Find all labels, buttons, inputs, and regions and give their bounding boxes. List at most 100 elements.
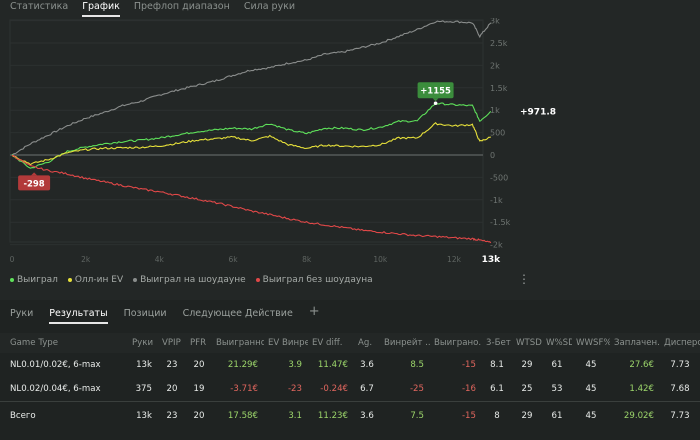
column-header[interactable]: EV Винре...	[264, 333, 308, 353]
column-header[interactable]: Заплачен...	[610, 333, 660, 353]
table-cell: 45	[585, 383, 597, 394]
winnings-chart: 3k 2.5k 2k 1.5k 1k 500 0 -500 -1k -1.5k -2k 0 2k 4k 6k…	[9, 18, 556, 265]
table-cell: 1.42€	[629, 383, 654, 394]
legend-won[interactable]: Выиграл	[10, 275, 58, 285]
series-line-0	[11, 20, 492, 156]
table-cell: 23	[166, 360, 178, 370]
table-cell: NL0.02/0.04€, 6-max	[10, 383, 101, 394]
tab-results[interactable]: Результаты	[49, 308, 108, 324]
series-line-3	[11, 155, 492, 244]
max-label-pointer	[432, 98, 439, 102]
table-cell: 13k	[128, 400, 158, 431]
table-cell: 23	[158, 400, 186, 431]
table-cell: 29	[512, 400, 542, 431]
tab-hands[interactable]: Руки	[10, 308, 34, 319]
table-cell: 11.23€	[308, 400, 354, 431]
y-tick-label: 0	[490, 151, 495, 160]
y-tick-label: 1.5k	[490, 84, 508, 93]
tab-hand-strength[interactable]: Сила руки	[243, 1, 296, 12]
total-row[interactable]: Всего 13k 23 20 17.58€ 3.1 11.23€ 3.6 7.5 -15 8 29 6…	[0, 400, 700, 431]
column-header[interactable]: WTSD	[512, 333, 542, 353]
y-tick-label: -1.5k	[490, 218, 511, 227]
table-cell: 20	[166, 383, 178, 394]
legend-dot-icon	[10, 277, 14, 282]
series-line-1	[11, 102, 492, 169]
table-cell: -15	[430, 400, 482, 431]
legend-showdown[interactable]: Выиграл на шоудауне	[133, 275, 246, 285]
max-label: +1155	[420, 86, 451, 96]
column-header[interactable]: Ag.	[354, 333, 380, 353]
table-cell: -25	[409, 383, 424, 394]
more-options-icon[interactable]: ⋮	[518, 272, 530, 286]
table-cell: 7.5	[380, 400, 430, 431]
y-tick-label: 500	[490, 129, 505, 138]
x-tick-label: 10k	[373, 255, 388, 264]
column-header[interactable]: PFR	[186, 333, 212, 353]
x-tick-label: 8k	[302, 255, 312, 264]
legend-dot-icon	[67, 277, 72, 282]
table-cell: 29	[521, 360, 533, 370]
column-header[interactable]: Выигранно	[212, 333, 264, 353]
x-tick-label: 0	[10, 255, 15, 264]
y-tick-label: -2k	[490, 241, 503, 250]
tab-positions[interactable]: Позиции	[123, 308, 167, 319]
top-tabs: Статистика График Префлоп диапазон Сила …	[10, 0, 295, 20]
table-cell: -15	[461, 360, 476, 370]
table-cell: 17.58€	[212, 400, 264, 431]
max-label-box	[417, 82, 454, 99]
table-cell: 45	[585, 360, 597, 370]
table-cell: 7.68	[670, 383, 690, 394]
legend-label: Выиграл	[17, 275, 58, 285]
legend-label: Олл-ин EV	[74, 275, 124, 285]
y-tick-label: 3k	[490, 18, 500, 26]
column-header[interactable]: Выиграно...	[430, 333, 482, 353]
y-tick-label: 2k	[490, 61, 500, 70]
table-cell: 11.47€	[317, 360, 348, 370]
column-header[interactable]: EV diff.	[308, 333, 354, 353]
column-header[interactable]: WWSF%	[572, 333, 610, 353]
y-tick-label: -1k	[490, 196, 503, 205]
table-cell: 61	[542, 400, 572, 431]
add-tab-icon[interactable]: +	[308, 304, 320, 319]
tab-next-action[interactable]: Следующее Действие	[182, 308, 293, 319]
tab-graph[interactable]: График	[82, 0, 120, 17]
table-cell: 3.1	[264, 400, 308, 431]
x-tick-label: 2k	[81, 255, 91, 264]
legend-non-showdown[interactable]: Выиграл без шоудауна	[255, 275, 373, 285]
column-header[interactable]: Дисперси...	[660, 333, 700, 353]
table-cell: 8	[482, 400, 512, 431]
table-cell: 19	[193, 383, 205, 394]
column-header[interactable]: VPIP	[158, 333, 186, 353]
table-cell: 20	[193, 360, 205, 370]
table-cell: 8.5	[410, 360, 424, 370]
tab-preflop-range[interactable]: Префлоп диапазон	[133, 1, 230, 12]
table-row[interactable]: NL0.02/0.04€, 6-max 375 20 19 -3.71€ -23 -0.24…	[0, 377, 700, 401]
table-cell: 20	[186, 400, 212, 431]
x-last-label: 13k	[482, 255, 502, 265]
table-cell: 8.1	[490, 360, 504, 370]
column-header[interactable]: Винрейт ...	[380, 333, 430, 353]
table-cell: 61	[551, 360, 563, 370]
tab-statistics[interactable]: Статистика	[10, 1, 69, 12]
table-cell: 375	[135, 383, 152, 394]
min-label: -298	[23, 179, 44, 189]
table-cell: 3.6	[360, 360, 374, 370]
min-label-box	[18, 175, 51, 191]
x-tick-label: 12k	[447, 255, 462, 264]
table-row[interactable]: NL0.01/0.02€, 6-max 13k 23 20 21.29€ 3.9 11.47…	[0, 353, 700, 377]
table-cell: -3.71€	[230, 383, 258, 394]
column-header[interactable]: 3-Бет	[482, 333, 512, 353]
column-header[interactable]: Game Type	[0, 333, 128, 353]
table-cell: 7.73	[670, 360, 690, 370]
legend-dot-icon	[133, 277, 138, 282]
table-cell: 3.6	[354, 400, 380, 431]
table-cell: -0.24€	[320, 383, 348, 394]
legend-allin-ev[interactable]: Олл-ин EV	[67, 275, 124, 285]
chart-legend: Выиграл Олл-ин EV Выиграл на шоудауне Вы…	[10, 275, 373, 285]
column-header[interactable]: Руки	[128, 333, 158, 353]
column-header[interactable]: W%SD	[542, 333, 572, 353]
y-tick-label: 1k	[490, 106, 500, 115]
series-line-2	[11, 122, 491, 166]
table-cell: 27.6€	[629, 360, 654, 370]
